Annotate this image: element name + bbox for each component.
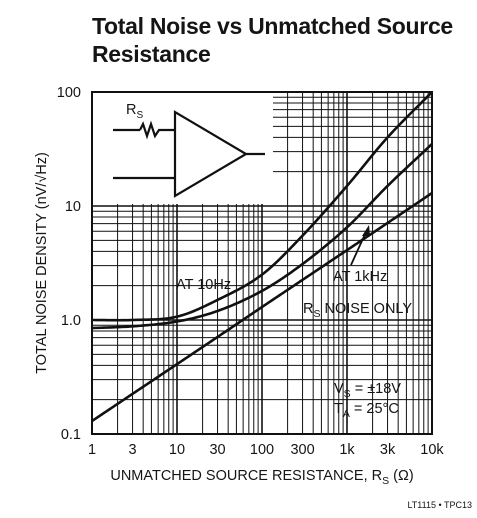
op-amp-icon: [173, 110, 249, 198]
y-tick-label: 1.0: [61, 313, 81, 329]
label-at-10hz: AT 10Hz: [176, 277, 231, 293]
title-line-2: Resistance: [92, 41, 211, 67]
series-line-1: [92, 92, 432, 322]
x-tick-label: 10k: [420, 442, 444, 458]
arrow-1khz-head: [362, 225, 370, 236]
y-tick-label: 100: [57, 85, 81, 101]
label-rs-noise-only: RS NOISE ONLY: [303, 301, 412, 320]
x-tick-label: 10: [169, 442, 185, 458]
plot-frame: [91, 91, 433, 435]
amplifier-inset: RS: [93, 93, 273, 204]
x-tick-label: 1k: [339, 442, 355, 458]
x-axis-label: UNMATCHED SOURCE RESISTANCE, RS (Ω): [110, 468, 413, 487]
y-tick-label: 0.1: [61, 427, 81, 443]
y-tick-label: 10: [65, 199, 81, 215]
label-ta: TA = 25°C: [334, 401, 399, 420]
x-tick-label: 3: [129, 442, 137, 458]
x-tick-label: 30: [209, 442, 225, 458]
x-tick-label: 1: [88, 442, 96, 458]
label-at-1khz: AT 1kHz: [333, 269, 387, 285]
x-tick-label: 300: [290, 442, 314, 458]
inset-rs-label: RS: [126, 102, 143, 121]
tick-labels: 1 3 10 30 100 300 1k 3k 10k 0.1 1.0 10 100: [57, 85, 445, 458]
figure-code: LT1115 • TPC13: [407, 500, 472, 510]
arrow-1khz-line: [350, 231, 367, 266]
resistor-icon: [139, 120, 175, 140]
title-line-1: Total Noise vs Unmatched Source: [92, 13, 453, 39]
series-line-3: [92, 191, 432, 423]
y-axis-label: TOTAL NOISE DENSITY (nV/√Hz): [34, 152, 50, 374]
label-vs: VS = ±18V: [334, 381, 401, 400]
x-tick-label: 3k: [380, 442, 396, 458]
series-line-2: [92, 143, 432, 330]
x-tick-label: 100: [250, 442, 274, 458]
chart-title: Total Noise vs Unmatched Source Resistan…: [92, 12, 472, 68]
curves: [92, 92, 432, 423]
